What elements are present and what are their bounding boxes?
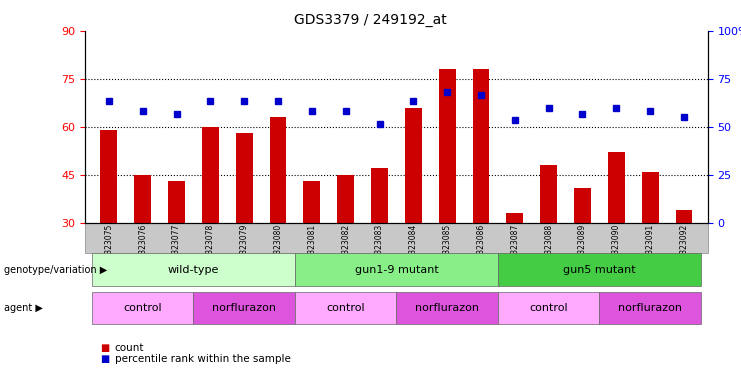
Text: control: control [326, 303, 365, 313]
Bar [168, 181, 185, 223]
Text: ■: ■ [100, 343, 109, 353]
Bar [337, 175, 354, 223]
Bar [642, 172, 659, 223]
Bar [676, 210, 692, 223]
Text: norflurazon: norflurazon [212, 303, 276, 313]
Bar [303, 181, 320, 223]
Bar [473, 69, 490, 223]
Bar [506, 213, 523, 223]
Bar [540, 165, 557, 223]
Text: count: count [115, 343, 144, 353]
Bar [371, 168, 388, 223]
Text: control: control [529, 303, 568, 313]
Bar [101, 130, 117, 223]
Text: percentile rank within the sample: percentile rank within the sample [115, 354, 290, 364]
Text: gun5 mutant: gun5 mutant [563, 265, 636, 275]
Bar [270, 117, 287, 223]
Bar [608, 152, 625, 223]
Bar [236, 133, 253, 223]
Bar [405, 108, 422, 223]
Text: wild-type: wild-type [167, 265, 219, 275]
Text: ■: ■ [100, 354, 109, 364]
Bar [574, 187, 591, 223]
Text: genotype/variation ▶: genotype/variation ▶ [4, 265, 107, 275]
Text: norflurazon: norflurazon [415, 303, 479, 313]
Text: gun1-9 mutant: gun1-9 mutant [354, 265, 439, 275]
Text: GDS3379 / 249192_at: GDS3379 / 249192_at [294, 13, 447, 27]
Bar [439, 69, 456, 223]
Text: norflurazon: norflurazon [618, 303, 682, 313]
Bar [134, 175, 151, 223]
Text: control: control [124, 303, 162, 313]
Text: agent ▶: agent ▶ [4, 303, 42, 313]
Bar [202, 127, 219, 223]
